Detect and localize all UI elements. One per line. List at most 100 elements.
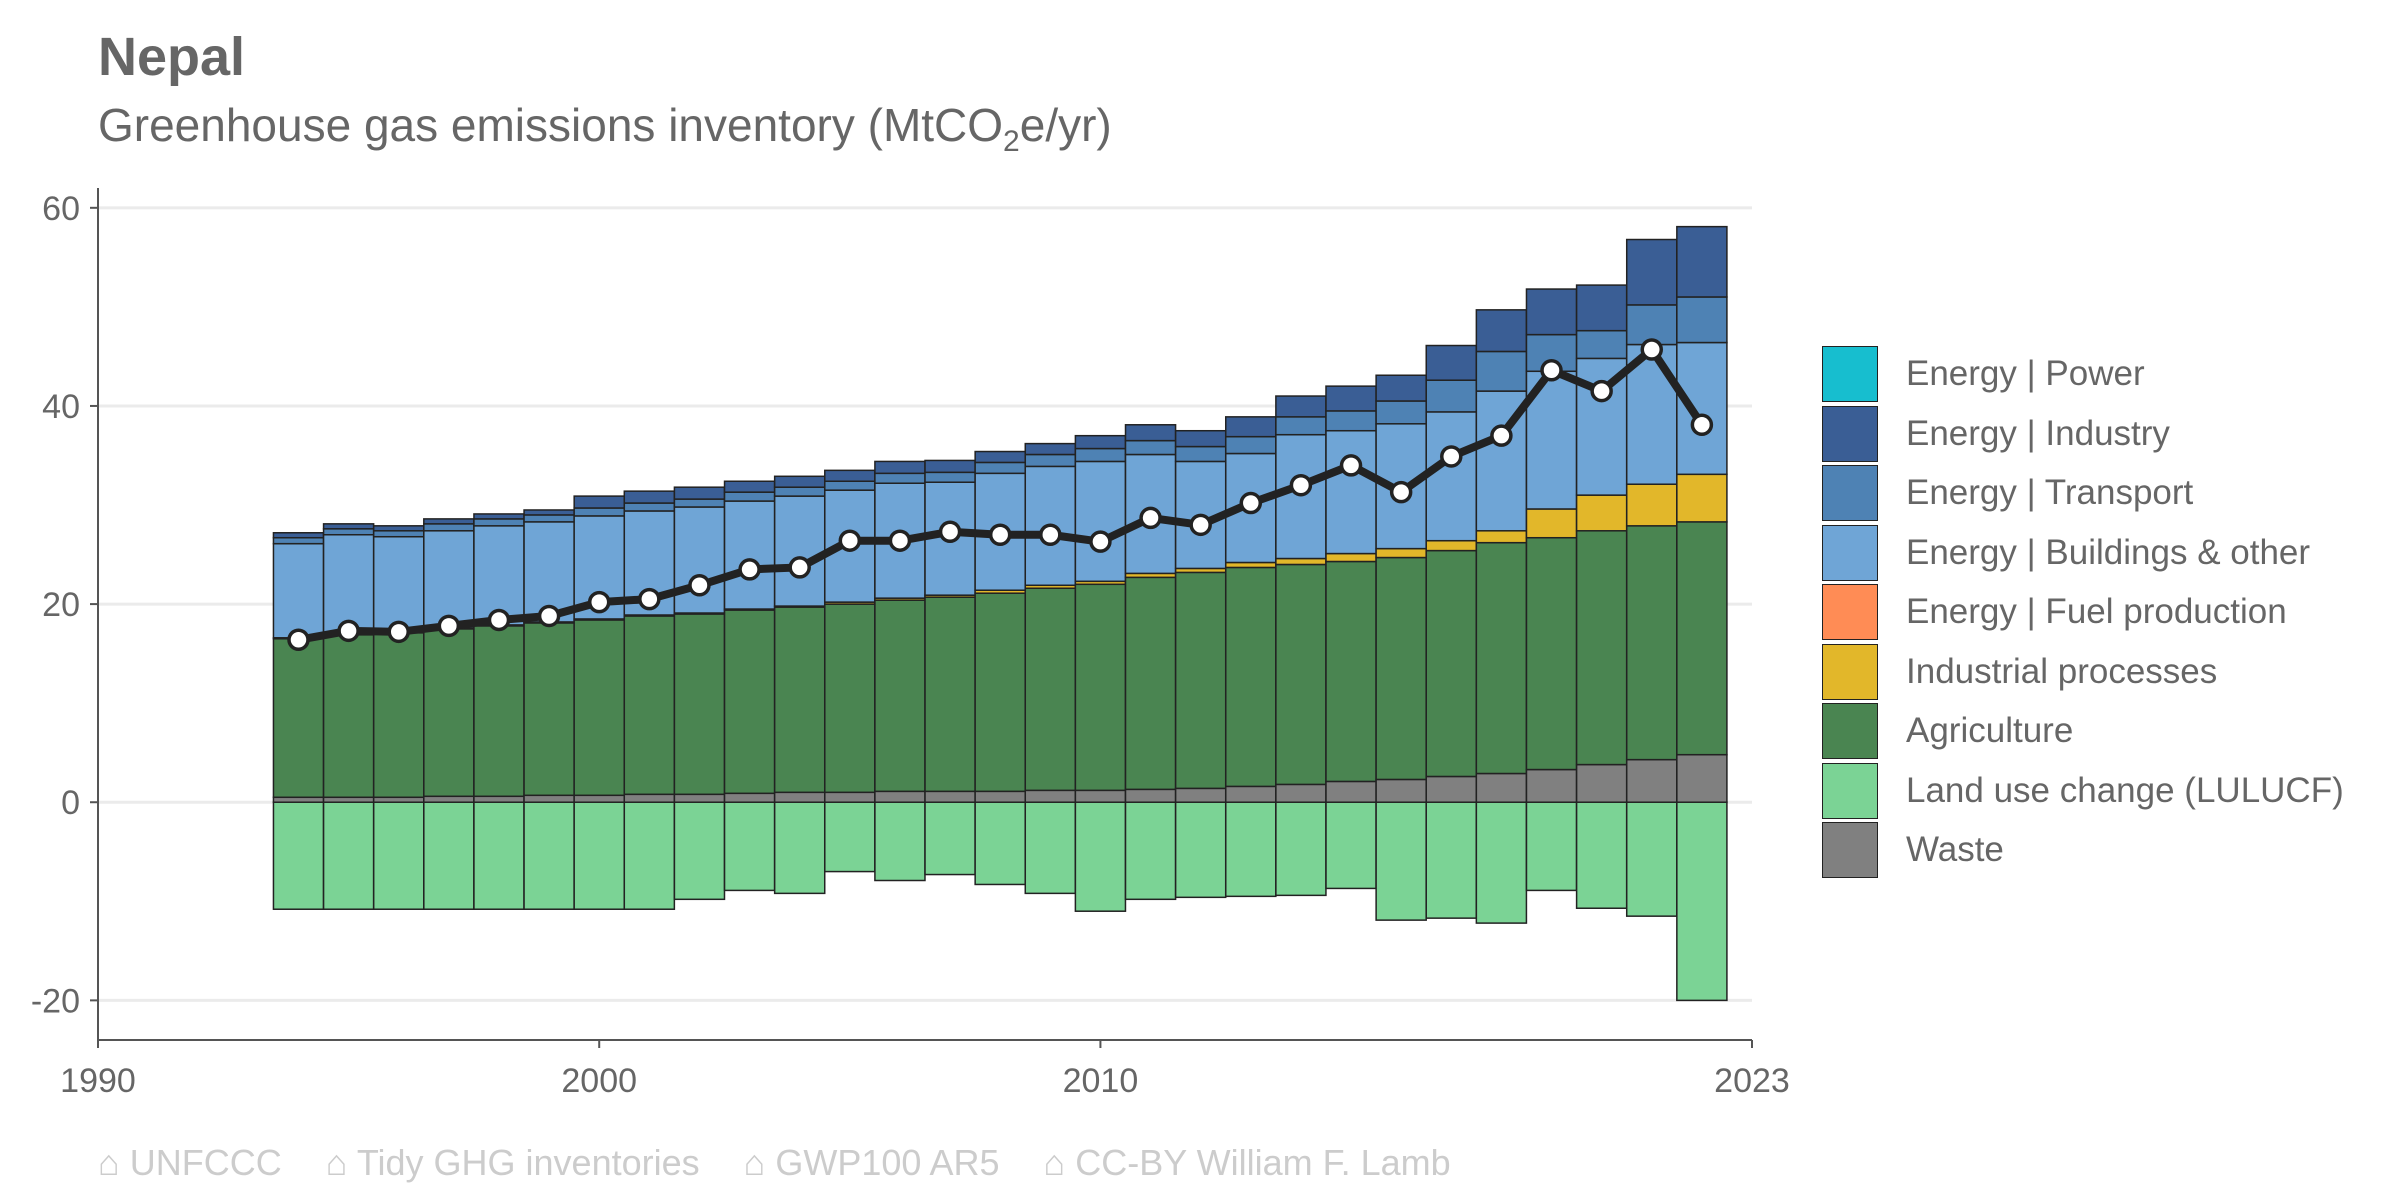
bar-agriculture-1995 — [322, 634, 375, 799]
bar-energy-industry-2017 — [1425, 344, 1478, 381]
bar-energy-buildings-other-1996 — [372, 535, 425, 633]
y-tick-label-40: 40 — [42, 388, 80, 426]
bar-land-use-change-lulucf-2002 — [673, 801, 726, 901]
bar-energy-transport-2007 — [924, 471, 976, 483]
bar-land-use-change-lulucf-2001 — [623, 801, 676, 910]
legend-label-energy-industry: Energy | Industry — [1906, 413, 2170, 453]
bar-energy-industry-1997 — [423, 518, 475, 525]
bar-energy-buildings-other-2004 — [773, 495, 826, 607]
bar-energy-transport-2008 — [974, 461, 1026, 475]
bar-agriculture-2001 — [623, 615, 676, 796]
bar-waste-2003 — [723, 792, 776, 803]
chart-title: Nepal — [98, 27, 246, 87]
net-total-point-2011 — [1139, 506, 1162, 530]
bar-industrial-processes-2016 — [1375, 547, 1427, 559]
bar-land-use-change-lulucf-2005 — [824, 801, 876, 873]
bar-energy-buildings-other-2002 — [673, 506, 726, 614]
bar-energy-transport-1996 — [372, 530, 425, 538]
bar-land-use-change-lulucf-2006 — [874, 801, 926, 882]
subtitle-text: Greenhouse gas emissions inventory (MtCO — [98, 99, 1004, 151]
bar-land-use-change-lulucf-1994 — [272, 801, 325, 910]
bar-energy-industry-2016 — [1375, 374, 1427, 402]
bar-waste-2009 — [1024, 789, 1077, 803]
net-total-point-1995 — [337, 619, 360, 643]
bar-energy-industry-1996 — [372, 525, 425, 532]
net-total-point-2005 — [838, 529, 862, 552]
bar-energy-transport-2022 — [1676, 296, 1728, 344]
bar-energy-transport-2002 — [673, 498, 726, 508]
net-total-point-2009 — [1039, 523, 1062, 546]
bar-energy-industry-2010 — [1074, 434, 1127, 450]
legend-label-land-use-change-lulucf: Land use change (LULUCF) — [1906, 770, 2344, 810]
bar-land-use-change-lulucf-2017 — [1425, 801, 1478, 919]
bar-agriculture-1997 — [423, 628, 475, 798]
legend-label-industrial-processes: Industrial processes — [1906, 651, 2218, 691]
bar-agriculture-1999 — [523, 622, 575, 797]
bar-waste-2011 — [1124, 788, 1177, 803]
bar-energy-transport-1994 — [272, 536, 325, 545]
bar-energy-transport-2020 — [1575, 329, 1628, 360]
source-footer: ⌂ UNFCCC ⌂ Tidy GHG inventories ⌂ GWP100… — [98, 1142, 1485, 1184]
bar-waste-2016 — [1375, 778, 1427, 803]
net-total-point-2010 — [1089, 530, 1112, 553]
bar-waste-2022 — [1676, 753, 1728, 803]
bar-energy-industry-2022 — [1676, 225, 1728, 298]
bar-waste-1997 — [423, 795, 475, 803]
bar-land-use-change-lulucf-1996 — [372, 801, 425, 910]
bar-agriculture-2004 — [773, 606, 826, 794]
bar-agriculture-1994 — [272, 638, 325, 799]
bar-land-use-change-lulucf-1998 — [473, 801, 525, 910]
bar-waste-1999 — [523, 794, 575, 803]
bar-energy-industry-2019 — [1525, 288, 1578, 336]
legend-swatch-land-use-change-lulucf — [1822, 762, 1878, 819]
bar-energy-transport-2009 — [1024, 453, 1077, 468]
bar-waste-2018 — [1475, 772, 1528, 803]
bar-waste-2021 — [1625, 758, 1678, 803]
legend-swatch-energy-buildings-other — [1822, 524, 1878, 581]
bar-agriculture-2005 — [824, 603, 876, 794]
net-total-point-2013 — [1239, 491, 1263, 515]
bar-energy-industry-2002 — [673, 486, 726, 500]
legend-swatch-agriculture — [1822, 703, 1878, 759]
bar-land-use-change-lulucf-2019 — [1525, 801, 1578, 892]
bar-energy-buildings-other-1997 — [423, 530, 475, 629]
net-total-point-2022 — [1690, 413, 1714, 437]
bar-waste-2005 — [824, 791, 876, 803]
net-total-point-2021 — [1640, 338, 1664, 361]
bar-energy-buildings-other-2014 — [1275, 433, 1327, 560]
bar-energy-transport-1995 — [322, 528, 375, 536]
bar-energy-industry-2015 — [1325, 385, 1377, 412]
legend-label-waste: Waste — [1906, 830, 2004, 869]
bar-waste-2012 — [1174, 787, 1227, 803]
bar-energy-transport-2013 — [1225, 435, 1277, 455]
bar-land-use-change-lulucf-2018 — [1475, 801, 1528, 924]
bar-industrial-processes-2014 — [1275, 557, 1327, 566]
source-license: ⌂ CC-BY William F. Lamb — [1043, 1142, 1451, 1183]
bar-agriculture-2006 — [874, 599, 926, 793]
bar-land-use-change-lulucf-2009 — [1024, 801, 1077, 895]
bar-industrial-processes-2020 — [1575, 494, 1628, 532]
bar-industrial-processes-2021 — [1625, 483, 1678, 527]
bar-energy-industry-2012 — [1174, 429, 1227, 448]
bar-agriculture-2022 — [1676, 521, 1728, 756]
bar-waste-2014 — [1275, 783, 1327, 803]
bar-energy-industry-2003 — [723, 480, 776, 493]
bar-land-use-change-lulucf-2014 — [1275, 801, 1327, 897]
bar-energy-transport-2000 — [573, 507, 625, 517]
bar-waste-2010 — [1074, 789, 1127, 803]
bar-agriculture-2016 — [1375, 556, 1427, 781]
bar-land-use-change-lulucf-2012 — [1174, 801, 1227, 899]
bar-waste-2004 — [773, 791, 826, 803]
bar-energy-industry-2000 — [573, 495, 625, 509]
bar-agriculture-2018 — [1475, 541, 1528, 775]
bar-land-use-change-lulucf-2013 — [1225, 801, 1277, 898]
bar-energy-transport-2001 — [623, 502, 676, 512]
bar-energy-industry-2014 — [1275, 395, 1327, 418]
bar-energy-industry-1994 — [272, 532, 325, 539]
bar-energy-transport-2004 — [773, 486, 826, 497]
bar-energy-transport-2003 — [723, 491, 776, 502]
bar-energy-buildings-other-2017 — [1425, 411, 1478, 542]
bar-land-use-change-lulucf-1999 — [523, 801, 575, 910]
net-total-point-1998 — [487, 608, 511, 632]
bar-waste-2001 — [623, 793, 676, 803]
